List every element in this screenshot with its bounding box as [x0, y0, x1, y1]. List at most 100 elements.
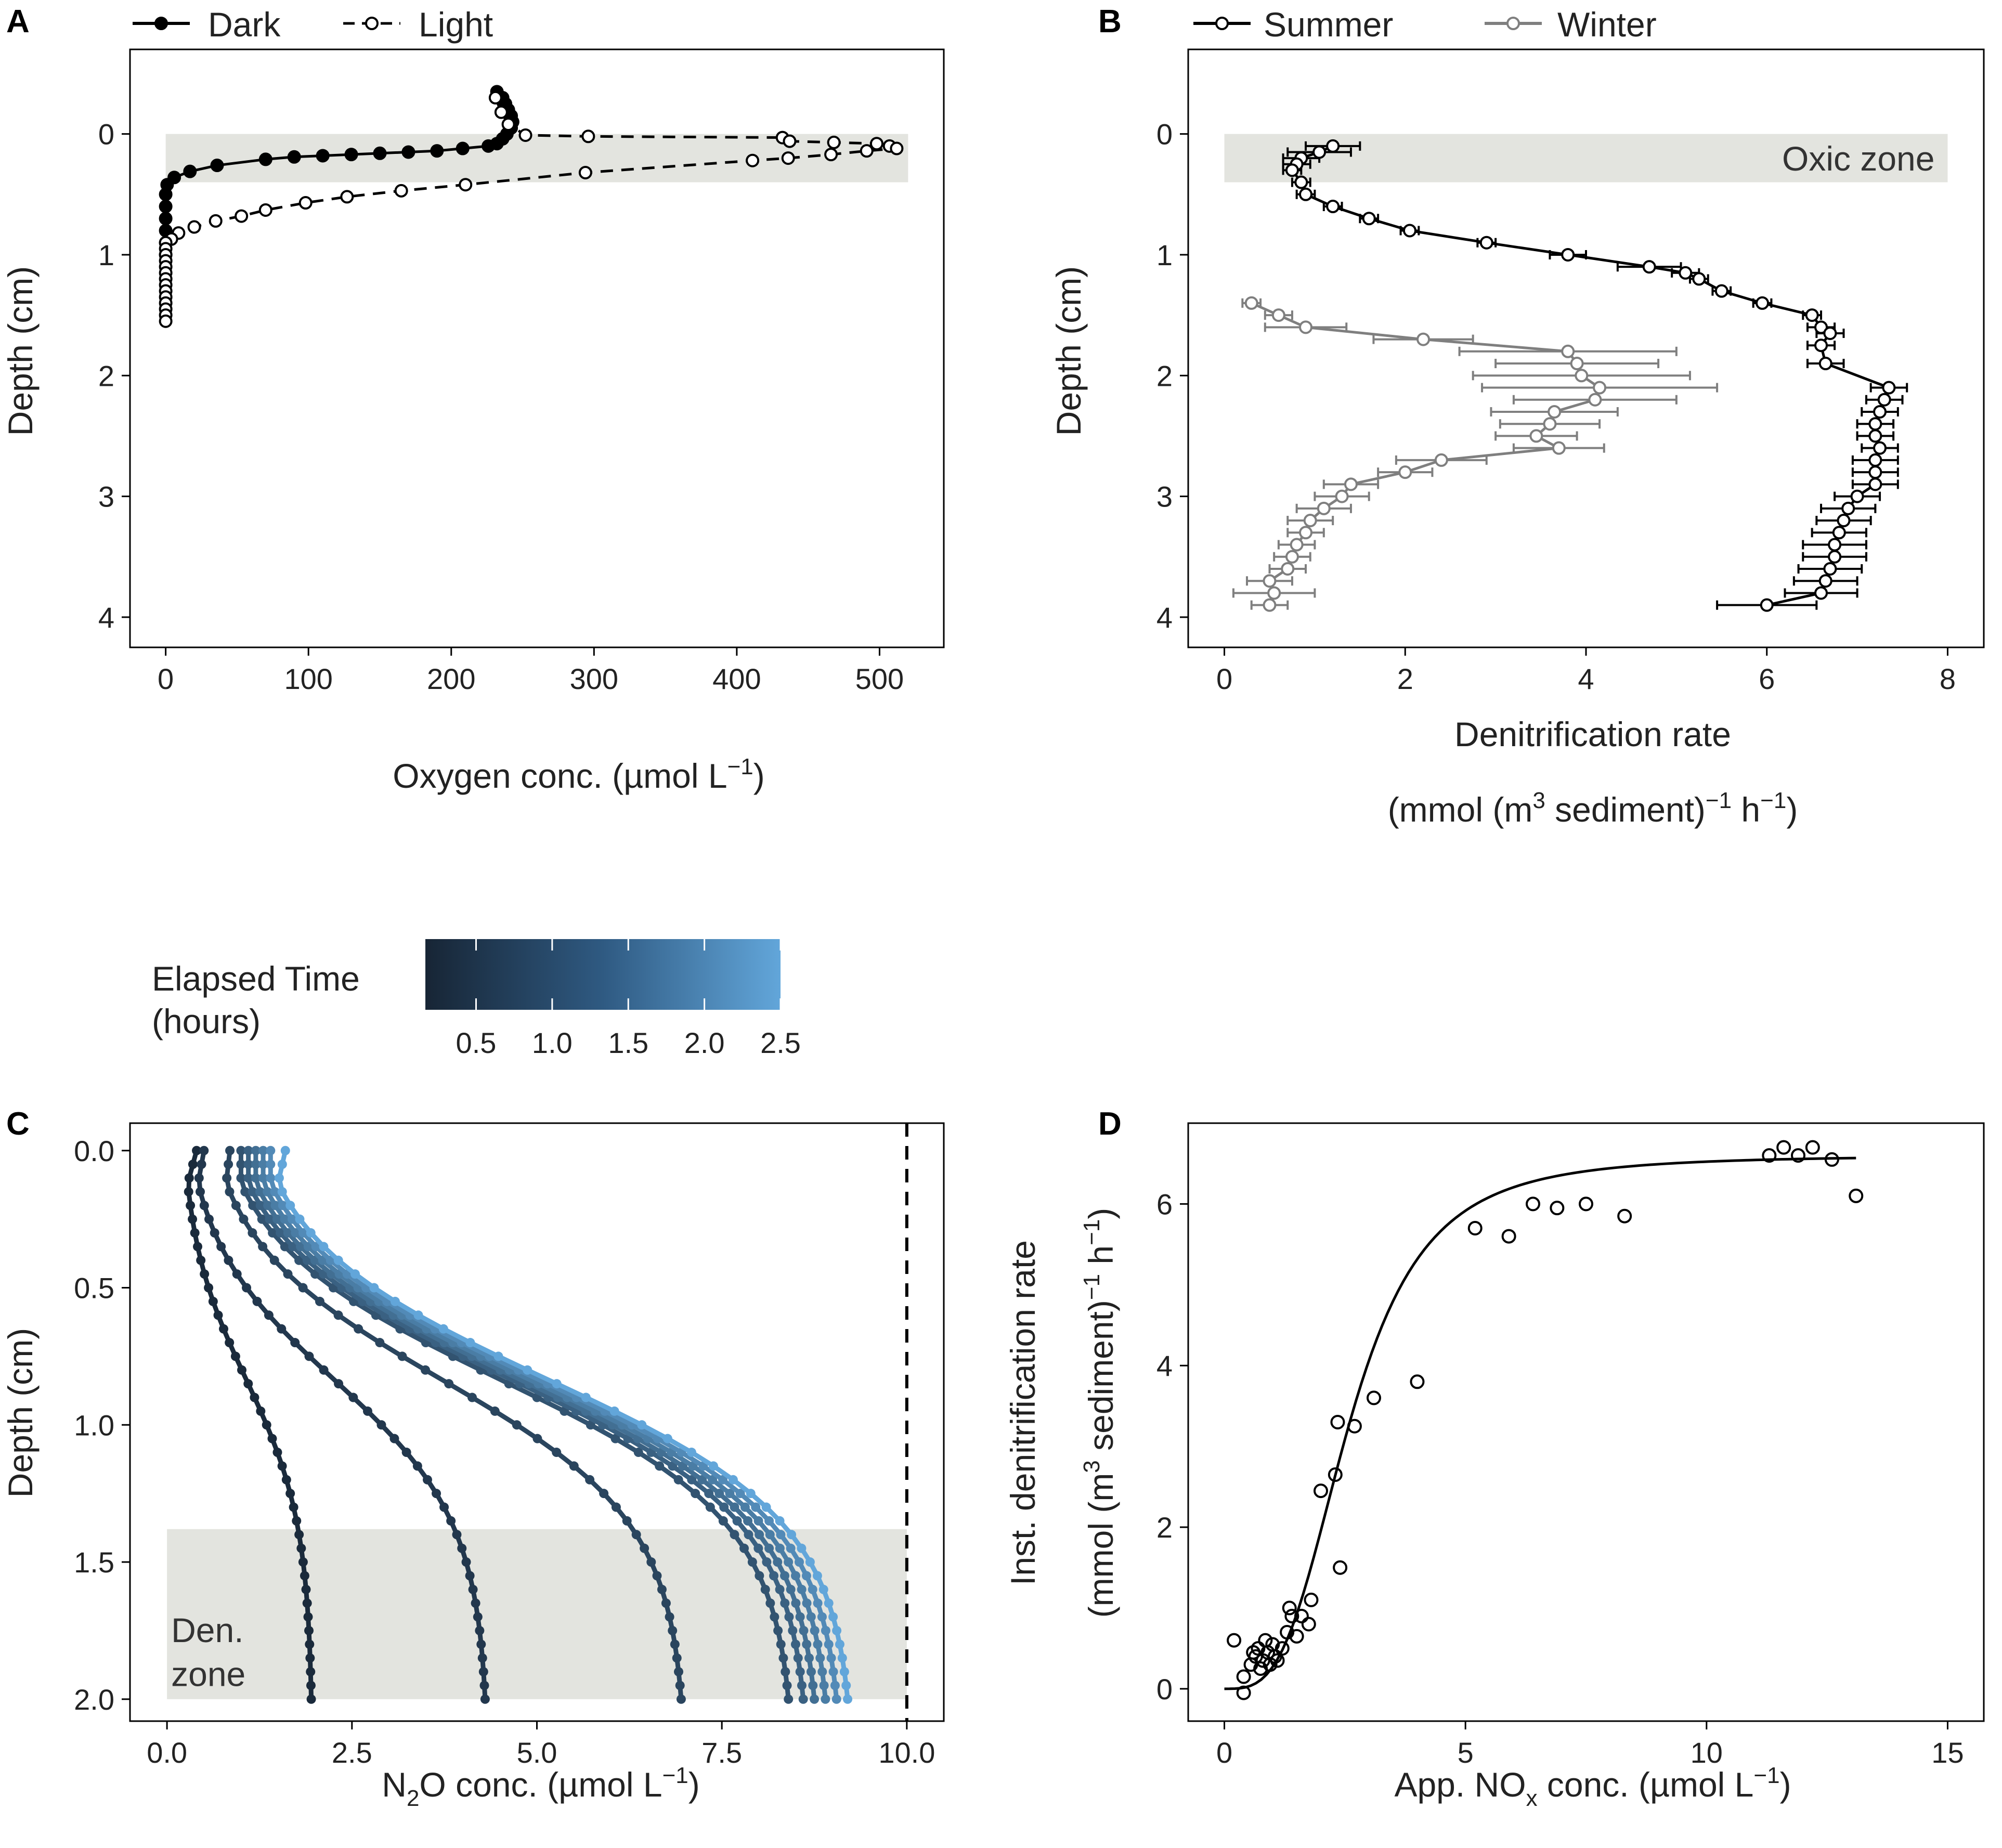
profile-point [780, 1571, 790, 1581]
profile-point [817, 1612, 827, 1622]
series-light-point [860, 144, 874, 158]
profile-point [439, 1502, 449, 1512]
profile-point [714, 1489, 724, 1499]
profile-point [270, 1201, 280, 1211]
profile-point [243, 1146, 253, 1155]
series-summer-point [1402, 224, 1416, 238]
profile-point [237, 1365, 247, 1375]
profile-point [283, 1269, 293, 1279]
profile-point [204, 1214, 214, 1224]
series-light-point [869, 137, 883, 151]
profile-point [751, 1502, 761, 1512]
profile-point [232, 1269, 242, 1279]
scatter-point [1333, 1560, 1348, 1575]
panel-b-x-tick-label: 4 [1578, 662, 1594, 695]
profile-point [306, 1667, 316, 1677]
series-summer-point [1823, 562, 1837, 576]
profile-point [288, 1242, 298, 1252]
panel-a-x-tick-label: 500 [855, 662, 904, 695]
profile-point [457, 1543, 467, 1553]
profile-point [208, 1296, 218, 1306]
profile-point [248, 1187, 257, 1196]
profile-point [190, 1228, 200, 1238]
profile-point [476, 1639, 486, 1649]
profile-point [306, 1694, 316, 1704]
profile-point [306, 1681, 316, 1690]
series-winter-point [1263, 598, 1277, 612]
elapsed-time-colorbar: Elapsed Time (hours) 0.5 1.0 1.5 2.0 2.5 [152, 939, 801, 1059]
series-summer-point [1692, 272, 1706, 286]
profile-point [764, 1543, 774, 1553]
profile-point [210, 1228, 219, 1238]
series-dark-point [183, 164, 197, 178]
series-light-point [494, 105, 508, 119]
profile-point [199, 1146, 209, 1155]
panel-d-frame [1187, 1122, 1985, 1722]
panel-b-x-tick-label: 6 [1759, 662, 1775, 695]
profile-point [740, 1502, 750, 1512]
series-dark-point [159, 212, 173, 226]
profile-point [350, 1269, 360, 1279]
profile-point [668, 1625, 678, 1635]
profile-point [319, 1242, 329, 1252]
profile-point [674, 1667, 684, 1677]
profile-point [835, 1639, 844, 1649]
profile-point [243, 1160, 253, 1169]
scatter-point [1263, 1657, 1278, 1672]
profile-point [225, 1338, 235, 1348]
colorbar-title-line2: (hours) [152, 1002, 261, 1040]
panel-b-y-tick-label: 2 [1156, 359, 1173, 392]
profile-point [552, 1379, 562, 1389]
profile-point [670, 1639, 680, 1649]
profile-point [708, 1461, 718, 1471]
profile-point [263, 1187, 272, 1196]
series-winter-point [1290, 538, 1304, 552]
profile-point [224, 1255, 233, 1265]
profile-point [285, 1489, 295, 1499]
series-winter-point [1263, 574, 1277, 588]
series-summer-point [1868, 477, 1882, 491]
legend-summer-label: Summer [1264, 5, 1393, 44]
profile-point [446, 1516, 456, 1526]
profile-point [480, 1694, 490, 1704]
series-winter-point [1588, 393, 1602, 407]
panel-d-x-tick-label: 0 [1216, 1736, 1232, 1769]
profile-point [730, 1502, 739, 1512]
series-dark-point [430, 144, 444, 158]
profile-point [236, 1173, 246, 1183]
profile-point [251, 1160, 261, 1169]
profile-point [773, 1625, 783, 1635]
series-summer-point [1285, 163, 1299, 177]
series-light-point [258, 203, 272, 217]
profile-point [806, 1667, 816, 1677]
profile-point [786, 1584, 796, 1594]
profile-point [295, 1242, 305, 1252]
scatter-point [1304, 1592, 1319, 1607]
profile-point [231, 1201, 241, 1211]
profile-point [665, 1612, 674, 1622]
profile-point [461, 1557, 471, 1567]
scatter-point [1236, 1669, 1251, 1684]
profile-point [718, 1475, 728, 1485]
scatter-point [1617, 1208, 1632, 1224]
panel-c-x-tick-label: 2.5 [332, 1736, 372, 1769]
profile-point [746, 1489, 756, 1499]
panel-d-y-tick-label: 0 [1156, 1673, 1173, 1706]
profile-point [390, 1296, 400, 1306]
series-light-point [501, 118, 515, 132]
profile-point [652, 1571, 662, 1581]
panel-b-x-tick-label: 8 [1940, 662, 1956, 695]
panel-a-y-tick-label: 2 [98, 359, 114, 392]
series-dark-point [401, 145, 415, 159]
profile-point [295, 1214, 305, 1224]
colorbar-tick-label: 2.5 [760, 1026, 801, 1059]
series-summer-point [1814, 586, 1828, 600]
panel-a-x-tick-label: 200 [427, 662, 475, 695]
series-summer-point [1818, 357, 1832, 371]
series-winter-point [1398, 465, 1412, 479]
profile-point [333, 1310, 343, 1320]
series-summer-point [1882, 381, 1896, 395]
profile-point [264, 1310, 274, 1320]
profile-point [824, 1598, 834, 1608]
